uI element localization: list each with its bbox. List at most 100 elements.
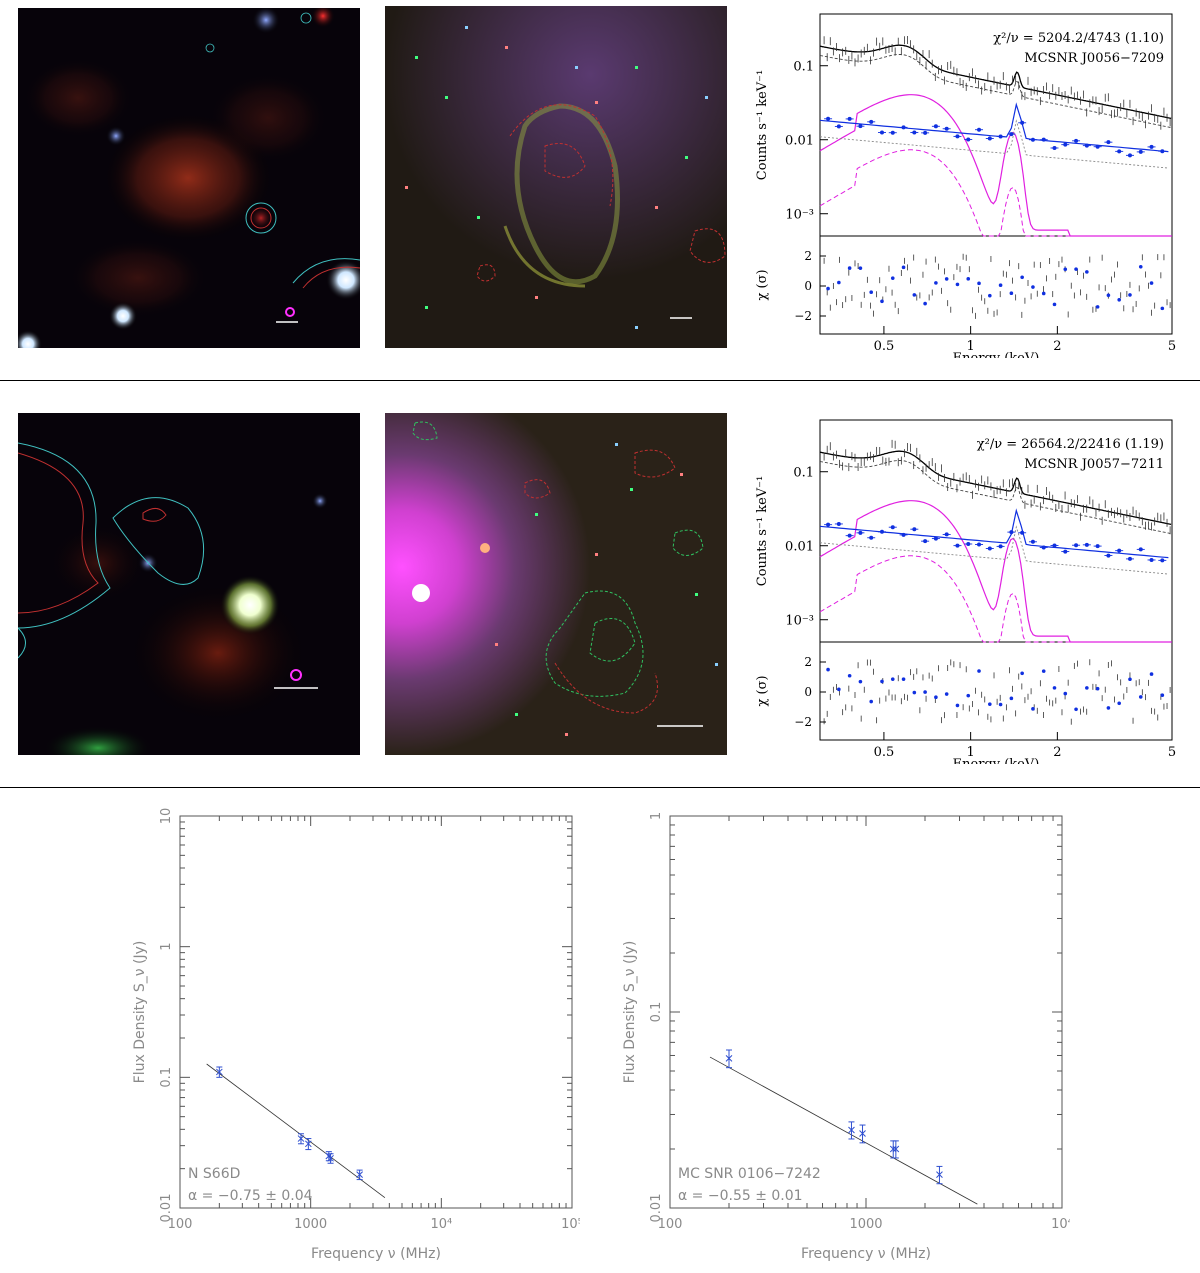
residual-point-blue bbox=[1041, 669, 1046, 673]
residual-point-blue bbox=[1009, 696, 1014, 701]
radio-plot-2-svg: 100 1000 10⁴ 1 0.1 0.01 Frequency ν (MHz) Flux … bbox=[622, 812, 1070, 1262]
model-magenta-line bbox=[819, 500, 1172, 643]
residual-point-blue bbox=[1149, 672, 1154, 676]
y-tick-label: 1 bbox=[649, 812, 664, 820]
residual-point-blue bbox=[955, 703, 960, 708]
y-tick-label: 1 bbox=[159, 943, 174, 951]
data-point bbox=[936, 1171, 943, 1178]
model-blue-line bbox=[819, 102, 1169, 153]
residual-point-blue bbox=[998, 702, 1003, 707]
residual-point-blue bbox=[1063, 691, 1068, 696]
residual-point-blue bbox=[901, 265, 906, 270]
spectrum-row2: χ²/ν = 26564.2/22416 (1.19) MCSNR J0057−7… bbox=[750, 412, 1190, 764]
source-name-label: MCSNR J0057−7211 bbox=[1024, 457, 1164, 472]
model-component-line bbox=[819, 54, 1172, 129]
y-tick-label: 0.1 bbox=[649, 1002, 664, 1023]
x-tick-label: 1000 bbox=[849, 1217, 882, 1232]
y-axis-label: Flux Density S_ν (Jy) bbox=[132, 941, 148, 1084]
x-axis-label: Frequency ν (MHz) bbox=[311, 1246, 441, 1262]
residual-point-blue bbox=[1074, 267, 1078, 271]
residual-point-blue bbox=[826, 286, 830, 291]
residual-point-blue bbox=[966, 693, 971, 698]
spectral-index-label: α = −0.75 ± 0.04 bbox=[188, 1188, 313, 1204]
y-axis-label: Counts s⁻¹ keV⁻¹ bbox=[755, 476, 770, 586]
data-point bbox=[356, 1171, 363, 1178]
residual-point-blue bbox=[1128, 677, 1132, 682]
xray-image-row2-svg bbox=[18, 413, 360, 755]
source-name-label: N S66D bbox=[188, 1166, 240, 1182]
residual-point-blue bbox=[977, 281, 981, 286]
data-point bbox=[304, 1140, 312, 1148]
spectrum-row1-svg: χ²/ν = 5204.2/4743 (1.10) MCSNR J0056−720… bbox=[755, 13, 1176, 358]
x-tick-label: 100 bbox=[658, 1217, 683, 1232]
residual-point-blue bbox=[1009, 291, 1014, 295]
residual-point-blue bbox=[1020, 275, 1024, 280]
optical-image-row2-svg bbox=[385, 413, 727, 755]
residual-point-blue bbox=[955, 282, 960, 287]
x-tick-label: 0.5 bbox=[874, 745, 895, 760]
y-tick-label: 0.1 bbox=[793, 466, 814, 481]
x-tick-label: 0.5 bbox=[874, 339, 895, 354]
residual-frame bbox=[819, 641, 1173, 741]
y-tick-label: 0.01 bbox=[649, 1194, 664, 1223]
x-tick-label: 5 bbox=[1168, 745, 1176, 760]
y-axis-label: Flux Density S_ν (Jy) bbox=[622, 941, 638, 1084]
x-axis-label: Energy (keV) bbox=[953, 757, 1040, 764]
residual-point-blue bbox=[826, 667, 830, 672]
residual-tick-label: 2 bbox=[804, 655, 812, 669]
x-tick-label: 2 bbox=[1053, 339, 1061, 354]
x-tick-label: 1 bbox=[966, 339, 974, 354]
residual-tick-label: 2 bbox=[804, 249, 812, 263]
residual-tick-label: −2 bbox=[794, 715, 812, 729]
residual-point-blue bbox=[1106, 706, 1111, 710]
residual-point-blue bbox=[944, 277, 949, 281]
y-axis-label: Counts s⁻¹ keV⁻¹ bbox=[755, 70, 770, 180]
residual-point-blue bbox=[912, 690, 917, 695]
model-total-line bbox=[819, 44, 1172, 120]
residual-point-blue bbox=[1160, 306, 1165, 311]
residual-point-blue bbox=[1095, 305, 1100, 309]
plot-frame bbox=[179, 815, 573, 1209]
residual-axis-label: χ (σ) bbox=[755, 269, 770, 300]
residual-point-blue bbox=[966, 277, 971, 281]
y-tick-label: 10 bbox=[159, 808, 174, 825]
radio-plot-2: 100 1000 10⁴ 1 0.1 0.01 Frequency ν (MHz) Flux … bbox=[610, 800, 1070, 1270]
residual-point-blue bbox=[923, 690, 927, 694]
residual-point-blue bbox=[1052, 686, 1057, 690]
residual-point-blue bbox=[901, 677, 906, 681]
radio-plot-1: 100 1000 10⁴ 10⁵ 10 1 0.1 0.01 Frequency ν (MHz)… bbox=[120, 800, 580, 1270]
model-magenta-dashed-line bbox=[819, 555, 1172, 643]
residual-point-blue bbox=[1041, 291, 1046, 296]
chi-square-label: χ²/ν = 26564.2/22416 (1.19) bbox=[977, 437, 1164, 452]
source-name-label: MCSNR J0056−7209 bbox=[1024, 51, 1164, 66]
model-grey-dotted-line bbox=[819, 119, 1169, 169]
residual-point-blue bbox=[1128, 293, 1132, 297]
residual-point-blue bbox=[1149, 281, 1154, 285]
model-total-line bbox=[819, 450, 1172, 526]
y-tick-label: 0.1 bbox=[159, 1067, 174, 1088]
residual-point-blue bbox=[988, 702, 992, 706]
residual-point-blue bbox=[998, 283, 1003, 288]
residual-point-blue bbox=[1106, 293, 1111, 298]
residual-point-blue bbox=[847, 673, 852, 678]
residual-point-blue bbox=[1160, 693, 1165, 698]
x-tick-label: 5 bbox=[1168, 339, 1176, 354]
model-component-line bbox=[819, 460, 1172, 535]
x-tick-label: 1000 bbox=[294, 1217, 327, 1232]
separator-2 bbox=[0, 787, 1200, 788]
data-point bbox=[725, 1055, 733, 1062]
y-tick-label: 10⁻³ bbox=[785, 208, 814, 223]
residual-point-blue bbox=[1138, 264, 1143, 269]
optical-image-row1-svg bbox=[385, 6, 727, 348]
x-tick-label: 10⁴ bbox=[1051, 1217, 1070, 1232]
residual-point-blue bbox=[1031, 285, 1035, 289]
optical-image-row1 bbox=[385, 6, 727, 348]
x-tick-label: 1 bbox=[966, 745, 974, 760]
spectral-index-label: α = −0.55 ± 0.01 bbox=[678, 1188, 803, 1204]
residual-point-blue bbox=[869, 290, 874, 295]
x-tick-label: 2 bbox=[1053, 745, 1061, 760]
residual-point-blue bbox=[1095, 686, 1100, 691]
residual-point-blue bbox=[890, 276, 895, 280]
residual-point-blue bbox=[1020, 671, 1024, 676]
residual-point-blue bbox=[858, 679, 863, 684]
